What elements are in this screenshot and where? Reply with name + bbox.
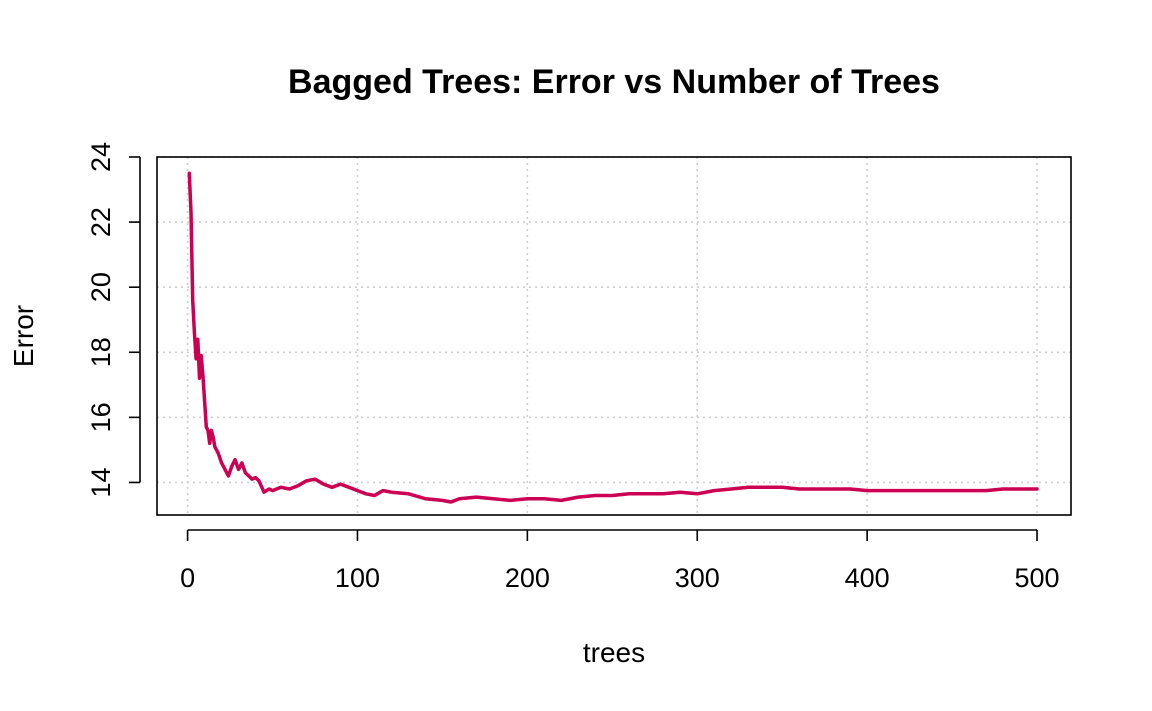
y-tick-label: 22	[86, 207, 116, 237]
x-tick-label: 500	[1014, 563, 1059, 593]
series-line-error	[187, 171, 1039, 504]
chart-title: Bagged Trees: Error vs Number of Trees	[288, 63, 940, 101]
y-tick-label: 24	[86, 142, 116, 172]
grid-lines	[157, 156, 1071, 515]
y-tick-label: 18	[86, 337, 116, 367]
x-axis: 0 100 200 300 400 500	[180, 529, 1060, 593]
x-tick-label: 100	[335, 563, 380, 593]
y-axis-label: Error	[8, 305, 39, 367]
x-tick-label: 0	[180, 563, 195, 593]
y-axis: 14 16 18 20 22 24	[86, 142, 141, 497]
y-tick-label: 16	[86, 402, 116, 432]
x-axis-label: trees	[583, 637, 645, 668]
y-tick-label: 14	[86, 467, 116, 497]
y-tick-label: 20	[86, 272, 116, 302]
x-tick-label: 300	[675, 563, 720, 593]
plot-frame	[156, 156, 1072, 516]
x-tick-label: 400	[845, 563, 890, 593]
x-tick-label: 200	[505, 563, 550, 593]
